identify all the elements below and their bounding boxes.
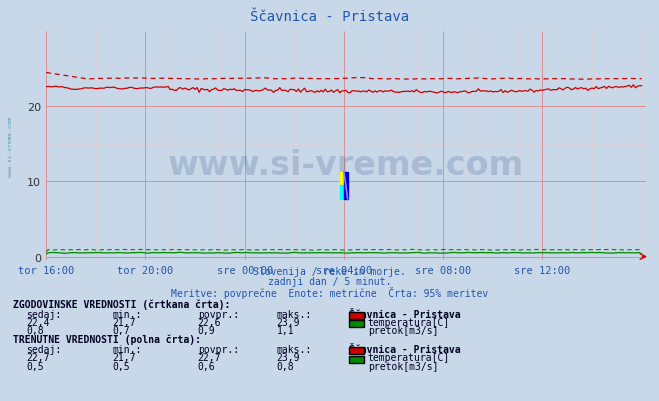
- Text: 22,4: 22,4: [26, 318, 50, 328]
- Text: temperatura[C]: temperatura[C]: [368, 352, 450, 363]
- Text: 22,7: 22,7: [26, 352, 50, 363]
- Text: 22,7: 22,7: [198, 352, 221, 363]
- Text: Ščavnica - Pristava: Ščavnica - Pristava: [349, 309, 461, 319]
- Bar: [340, 186, 344, 199]
- Text: povpr.:: povpr.:: [198, 344, 239, 354]
- Text: 0,6: 0,6: [198, 361, 215, 371]
- Text: sedaj:: sedaj:: [26, 309, 61, 319]
- Text: maks.:: maks.:: [277, 344, 312, 354]
- Text: pretok[m3/s]: pretok[m3/s]: [368, 361, 438, 371]
- Text: sedaj:: sedaj:: [26, 344, 61, 354]
- Text: 0,8: 0,8: [26, 326, 44, 336]
- Text: Ščavnica - Pristava: Ščavnica - Pristava: [349, 344, 461, 354]
- Text: 22,6: 22,6: [198, 318, 221, 328]
- Text: 0,7: 0,7: [112, 326, 130, 336]
- Text: 0,8: 0,8: [277, 361, 295, 371]
- Text: pretok[m3/s]: pretok[m3/s]: [368, 326, 438, 336]
- Text: zadnji dan / 5 minut.: zadnji dan / 5 minut.: [268, 277, 391, 287]
- Text: min.:: min.:: [112, 309, 142, 319]
- Text: Slovenija / reke in morje.: Slovenija / reke in morje.: [253, 267, 406, 277]
- Text: Meritve: povprečne  Enote: metrične  Črta: 95% meritev: Meritve: povprečne Enote: metrične Črta:…: [171, 287, 488, 299]
- Text: min.:: min.:: [112, 344, 142, 354]
- Text: www.si-vreme.com: www.si-vreme.com: [8, 116, 13, 176]
- Bar: [344, 172, 348, 199]
- Text: 21,7: 21,7: [112, 318, 136, 328]
- Text: Ščavnica - Pristava: Ščavnica - Pristava: [250, 10, 409, 24]
- Text: maks.:: maks.:: [277, 309, 312, 319]
- Text: 0,5: 0,5: [26, 361, 44, 371]
- Text: 21,7: 21,7: [112, 352, 136, 363]
- Text: 0,9: 0,9: [198, 326, 215, 336]
- Text: temperatura[C]: temperatura[C]: [368, 318, 450, 328]
- Text: 23,9: 23,9: [277, 318, 301, 328]
- Text: povpr.:: povpr.:: [198, 309, 239, 319]
- Text: 1,1: 1,1: [277, 326, 295, 336]
- Text: TRENUTNE VREDNOSTI (polna črta):: TRENUTNE VREDNOSTI (polna črta):: [13, 334, 201, 344]
- Bar: [340, 172, 344, 186]
- Text: www.si-vreme.com: www.si-vreme.com: [168, 148, 524, 181]
- Text: ZGODOVINSKE VREDNOSTI (črtkana črta):: ZGODOVINSKE VREDNOSTI (črtkana črta):: [13, 299, 231, 309]
- Text: 0,5: 0,5: [112, 361, 130, 371]
- Text: 23,9: 23,9: [277, 352, 301, 363]
